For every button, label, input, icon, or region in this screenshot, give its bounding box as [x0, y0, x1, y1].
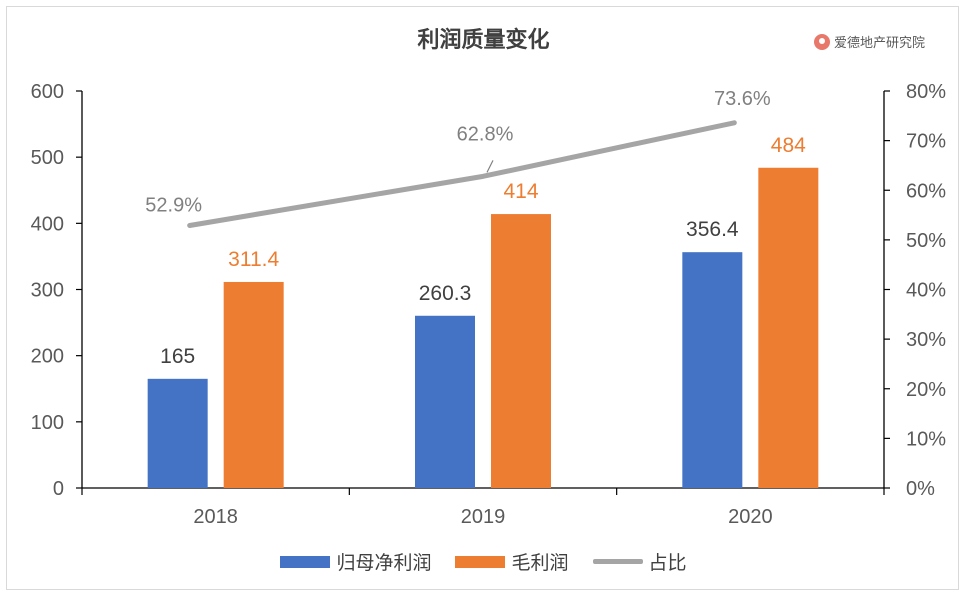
x-tick-label: 2019	[461, 506, 506, 528]
y-tick-label-right: 0%	[906, 478, 935, 500]
legend-swatch-ratio	[592, 559, 643, 564]
data-label-gross-profit: 484	[771, 134, 806, 157]
bar-gross-profit	[223, 281, 284, 488]
legend-item-net-profit: 归母净利润	[280, 548, 431, 575]
y-tick-label-right: 20%	[906, 379, 946, 401]
bar-net-profit	[682, 252, 743, 488]
y-tick-label-left: 600	[31, 81, 64, 103]
y-tick-label-left: 300	[31, 280, 64, 302]
bar-net-profit	[147, 378, 208, 488]
bar-gross-profit	[758, 167, 819, 488]
y-tick-label-right: 30%	[906, 329, 946, 351]
y-tick-label-left: 200	[31, 346, 64, 368]
y-tick-label-right: 40%	[906, 280, 946, 302]
y-tick-label-left: 100	[31, 412, 64, 434]
legend-swatch-net-profit	[280, 555, 331, 568]
legend-swatch-gross-profit	[455, 555, 506, 568]
y-tick-label-right: 10%	[906, 428, 946, 450]
bar-gross-profit	[491, 214, 551, 488]
y-tick-label-left: 400	[31, 213, 64, 235]
legend-label-net-profit: 归母净利润	[336, 552, 432, 574]
data-label-ratio: 62.8%	[457, 123, 514, 145]
legend-label-ratio: 占比	[648, 552, 687, 574]
legend-item-gross-profit: 毛利润	[455, 548, 569, 575]
legend-item-ratio: 占比	[592, 548, 687, 575]
y-tick-label-right: 60%	[906, 180, 946, 202]
data-label-gross-profit: 311.4	[228, 248, 279, 271]
leader-line-ratio	[486, 160, 494, 173]
y-tick-label-right: 50%	[906, 230, 946, 252]
brand-watermark: 爱德地产研究院	[814, 32, 925, 51]
y-tick-label-left: 0	[53, 478, 64, 500]
brand-text: 爱德地产研究院	[834, 36, 926, 51]
y-tick-label-right: 70%	[906, 131, 946, 153]
brand-logo-icon	[814, 33, 830, 50]
legend: 归母净利润 毛利润 占比	[0, 548, 967, 575]
data-label-net-profit: 165	[160, 345, 195, 368]
line-ratio	[187, 120, 737, 228]
data-label-ratio: 52.9%	[145, 194, 202, 216]
data-label-gross-profit: 414	[503, 180, 538, 203]
data-label-net-profit: 260.3	[419, 282, 472, 305]
data-label-net-profit: 356.4	[686, 218, 739, 241]
y-tick-label-right: 80%	[906, 81, 946, 103]
chart-title: 利润质量变化	[417, 28, 550, 53]
data-label-ratio: 73.6%	[714, 88, 771, 110]
y-tick-label-left: 500	[31, 147, 64, 169]
x-tick-label: 2020	[728, 506, 773, 528]
bar-net-profit	[415, 315, 475, 488]
x-tick-label: 2018	[193, 506, 238, 528]
legend-label-gross-profit: 毛利润	[511, 552, 569, 574]
